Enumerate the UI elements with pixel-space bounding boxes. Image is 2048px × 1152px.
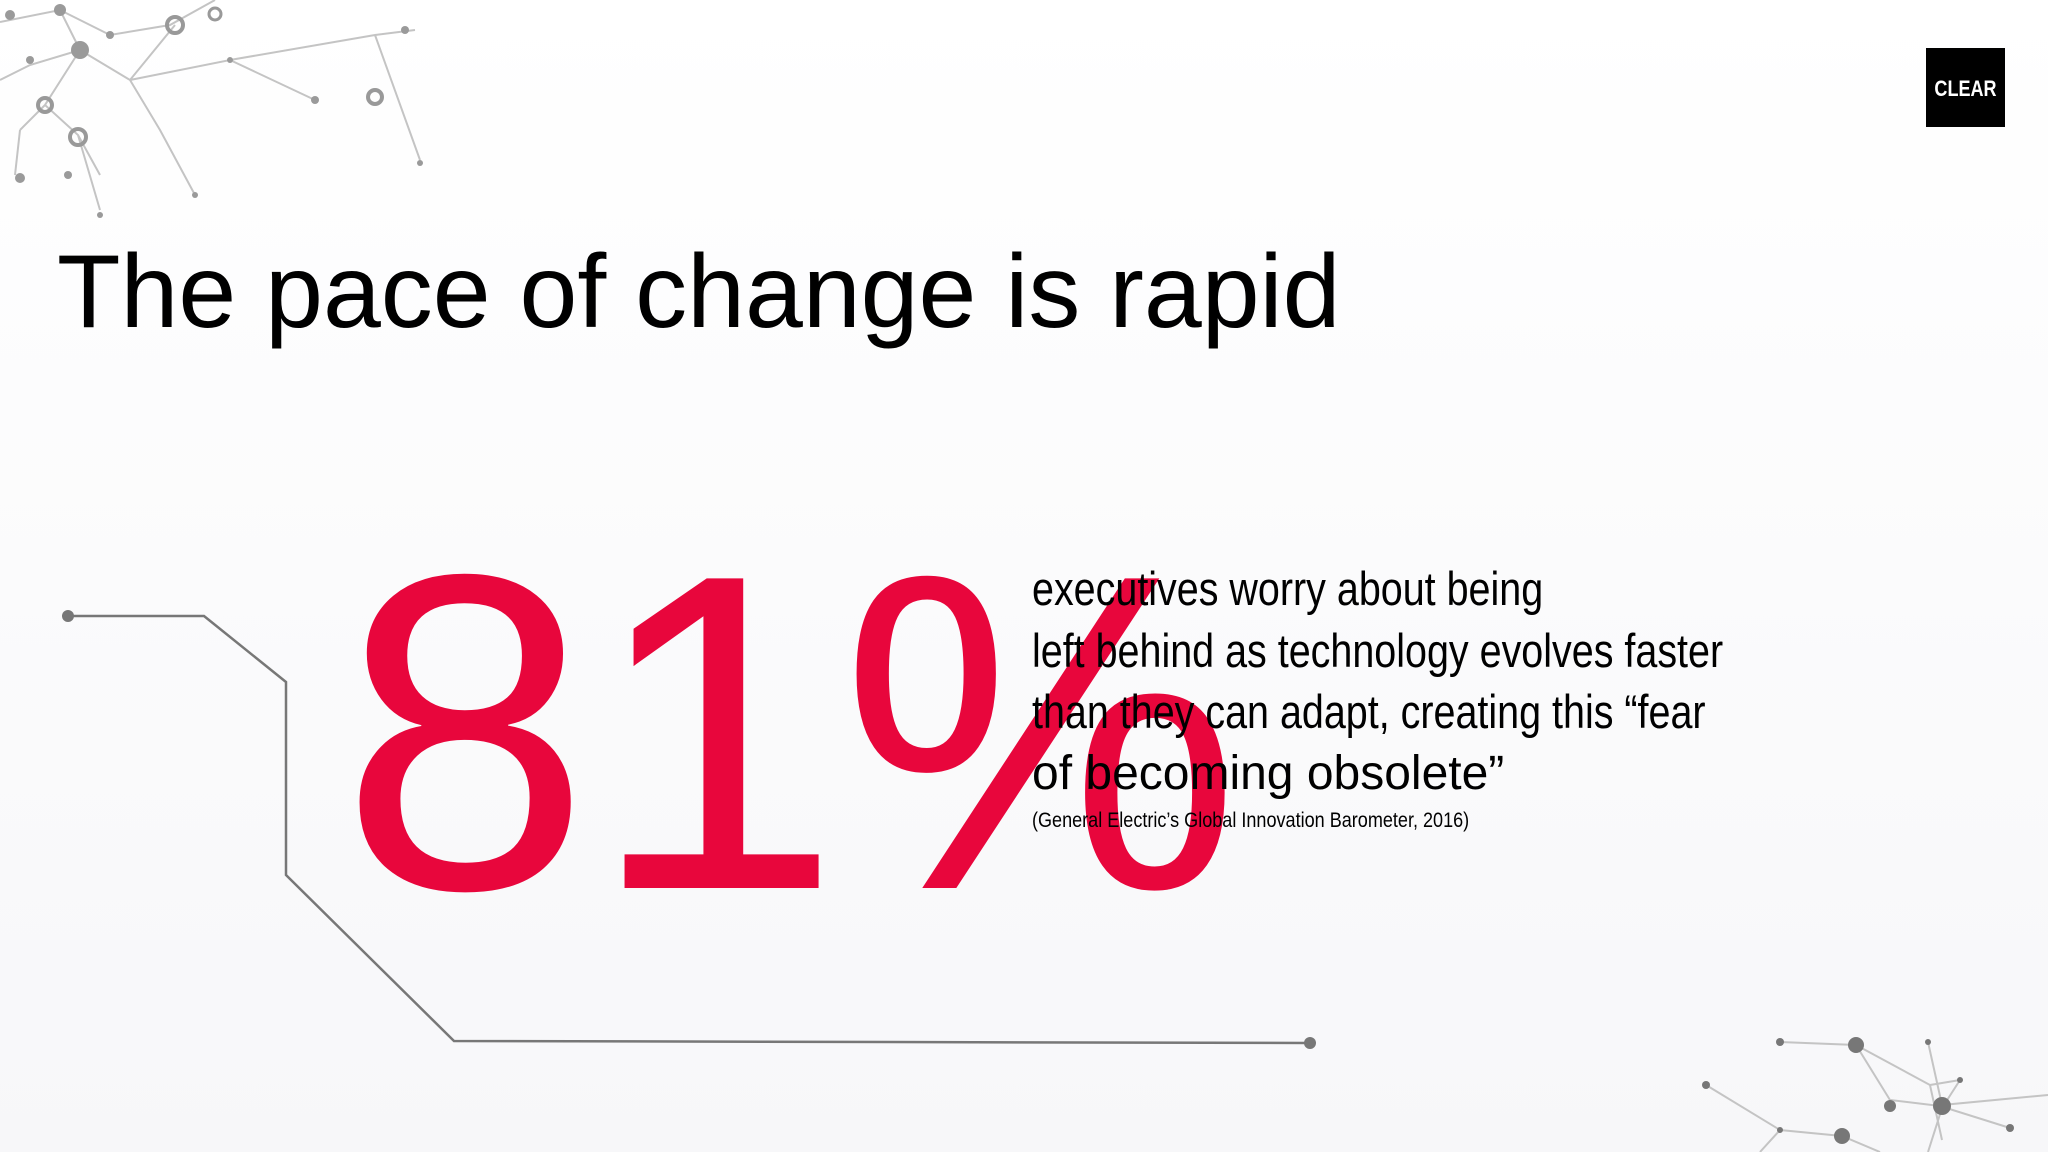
logo-text: CLEAR xyxy=(1934,77,1997,101)
body-line: executives worry about being xyxy=(1032,564,1543,616)
body-line: of becoming obsolete” xyxy=(1032,747,1504,800)
slide-title: The pace of change is rapid xyxy=(57,234,1341,350)
body-line: than they can adapt, creating this “fear xyxy=(1032,687,1706,739)
network-nodes xyxy=(5,4,423,218)
logo-box xyxy=(1926,48,2005,127)
body-text: executives worry about being left behind … xyxy=(1032,564,1723,800)
network-nodes xyxy=(1702,1037,2014,1144)
body-line: left behind as technology evolves faster xyxy=(1032,626,1723,678)
statistic: 81% xyxy=(340,482,1241,984)
citation: (General Electric’s Global Innovation Ba… xyxy=(1032,809,1469,833)
circuit-line xyxy=(62,610,1316,1049)
